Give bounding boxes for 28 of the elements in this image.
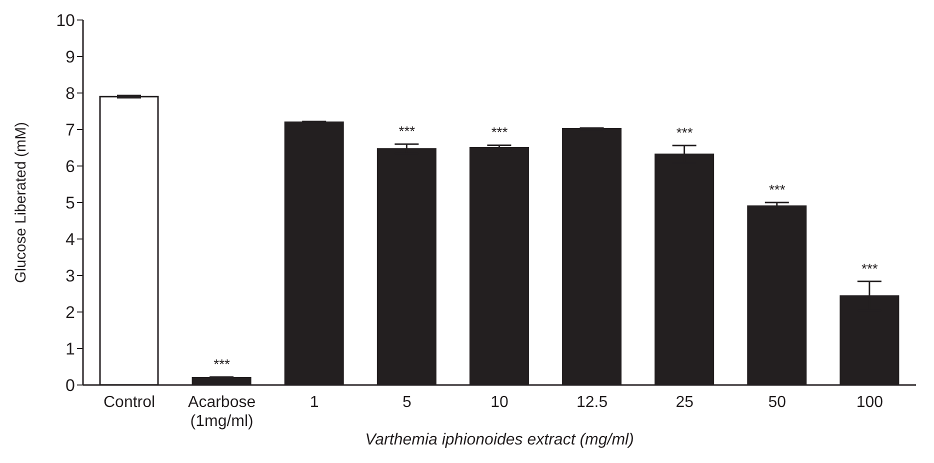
annotation: *** — [491, 124, 508, 140]
y-tick-label: 8 — [66, 84, 75, 104]
y-tick-label: 2 — [66, 303, 75, 322]
y-tick-label: 7 — [66, 120, 75, 140]
x-axis-title: Varthemia iphionoides extract (mg/ml) — [365, 431, 634, 448]
annotation: *** — [214, 356, 231, 372]
y-tick-label: 5 — [66, 194, 75, 213]
x-tick-label: 100 — [856, 394, 884, 411]
x-tick-label: 25 — [676, 394, 694, 411]
annotation: *** — [862, 260, 878, 276]
annotation: *** — [676, 124, 694, 141]
annotation: *** — [398, 123, 416, 140]
annotation: *** — [768, 182, 786, 198]
y-tick-label: 10 — [56, 11, 75, 30]
y-tick-label: 6 — [66, 157, 75, 176]
x-tick-label: 50 — [768, 394, 786, 411]
x-tick-label: Acarbose (1mg/ml) — [188, 394, 256, 430]
x-tick-label: 10 — [490, 394, 508, 411]
y-tick-label: 4 — [66, 230, 75, 250]
y-tick-label: 9 — [66, 48, 75, 67]
y-tick-label: 1 — [66, 340, 75, 359]
y-tick-label: 0 — [66, 376, 75, 396]
x-tick-label: 1 — [310, 394, 319, 411]
x-tick-label: 12.5 — [576, 394, 608, 411]
x-tick-label: 5 — [402, 394, 412, 411]
y-tick-label: 3 — [66, 266, 75, 286]
y-axis-title: Glucose Liberated (mM) — [12, 122, 30, 283]
x-tick-label: Control — [103, 394, 156, 411]
